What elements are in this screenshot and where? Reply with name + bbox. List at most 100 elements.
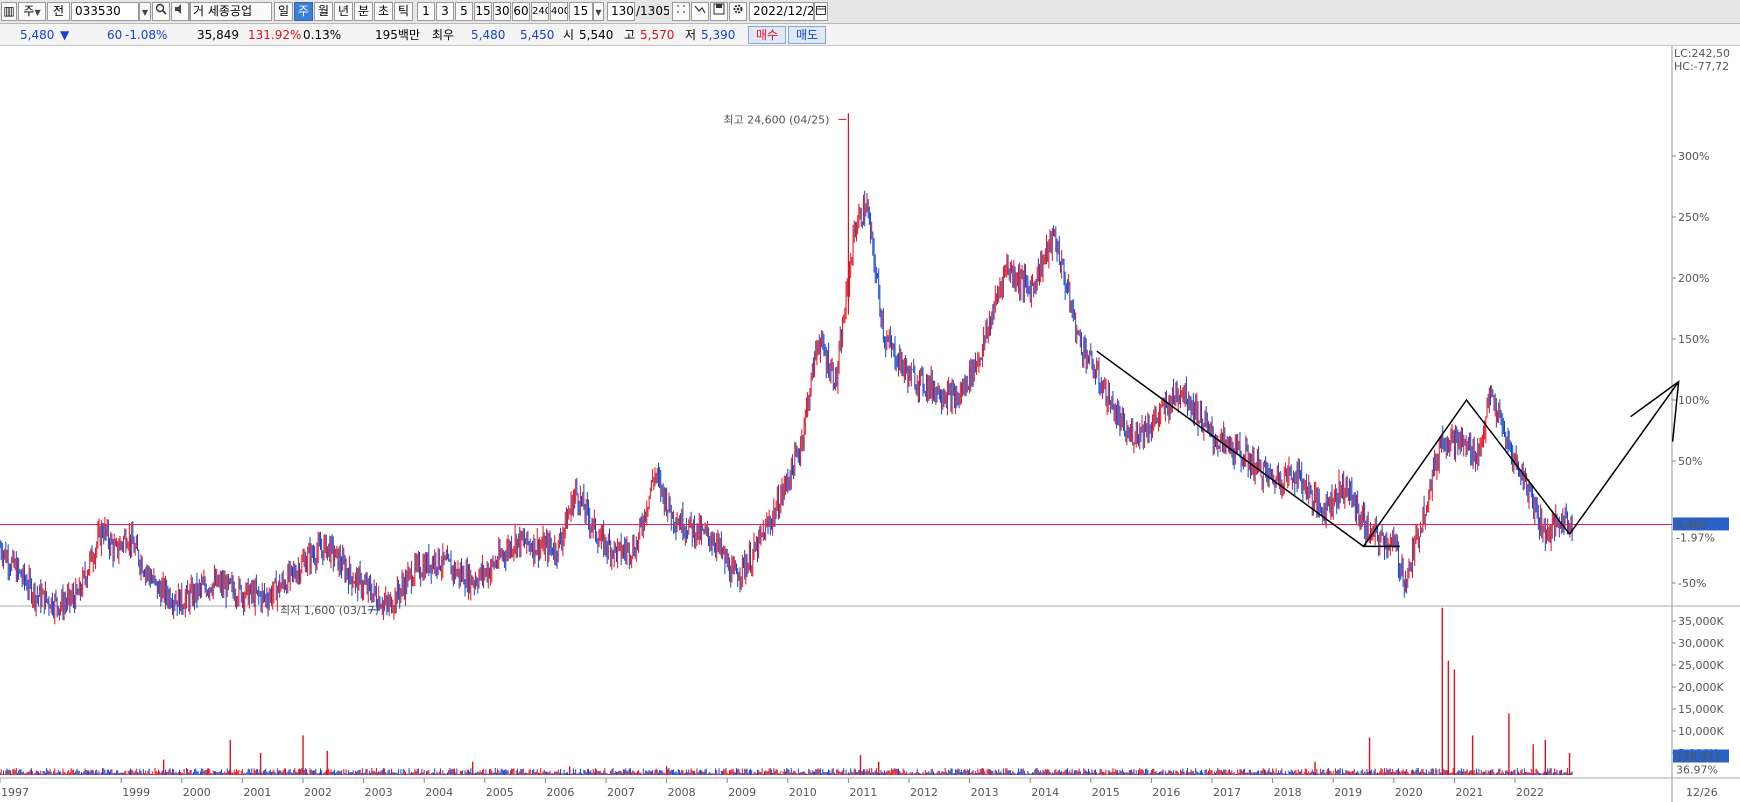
vol-tick-label: 10,000K	[1678, 725, 1724, 738]
y-tick-label: 200%	[1678, 272, 1709, 285]
x-tick-label: 2008	[668, 786, 696, 799]
current-price-tag	[1673, 517, 1729, 531]
bid-price: 5,450	[520, 28, 555, 42]
interval-3[interactable]: 3	[436, 2, 454, 21]
low-annotation: 최저 1,600 (03/17)	[280, 604, 379, 617]
x-tick-label: 2022	[1516, 786, 1544, 799]
hc-label: HC:-77,72	[1674, 60, 1729, 73]
vol-tick-label: 30,000K	[1678, 637, 1724, 650]
x-tick-label: 2021	[1455, 786, 1483, 799]
high-label: 고	[624, 28, 636, 42]
price-change: 60	[107, 28, 123, 42]
interval-5[interactable]: 5	[455, 2, 473, 21]
vol-tick-label: 35,000K	[1678, 615, 1724, 628]
save-button[interactable]	[710, 2, 728, 21]
y-tick-label: 100%	[1678, 394, 1709, 407]
volume-bars	[0, 607, 1573, 775]
bars-input[interactable]: 1305	[607, 2, 635, 21]
interval-1[interactable]: 1	[417, 2, 435, 21]
y-tick-label: -50%	[1678, 577, 1706, 590]
gear-icon	[733, 4, 743, 14]
y-tick-label: 50%	[1678, 455, 1702, 468]
period-minute[interactable]: 분	[354, 2, 373, 21]
layout-icon[interactable]: ▥	[1, 2, 17, 21]
stock-prefix: 거	[193, 4, 205, 18]
search-icon	[155, 3, 167, 15]
tab-mode[interactable]: 전	[47, 2, 70, 21]
x-tick-label: 2007	[607, 786, 635, 799]
chevron-down-icon: ▼	[595, 8, 602, 17]
stock-code-dropdown[interactable]: ▼	[139, 2, 151, 21]
interval-15[interactable]: 15	[474, 2, 492, 21]
x-tick-label: 1999	[122, 786, 150, 799]
period-week[interactable]: 주	[294, 2, 313, 21]
period-year[interactable]: 년	[334, 2, 353, 21]
x-tick-label: 2006	[546, 786, 574, 799]
chevron-down-icon: ▼	[141, 8, 149, 17]
chart-toolbar: ▥ 주▼ 전 033530 ▼ ▼ 거 세종공업 일 주 월 년 분 초 틱 1…	[0, 0, 1740, 24]
sound-button[interactable]	[171, 2, 189, 21]
count-dropdown[interactable]: ▼	[593, 2, 604, 21]
period-second[interactable]: 초	[374, 2, 393, 21]
high-price: 5,570	[640, 28, 675, 42]
interval-240[interactable]: 240	[531, 2, 549, 21]
stock-name-field[interactable]: 거 세종공업	[190, 2, 272, 21]
speaker-icon	[175, 4, 181, 14]
x-tick-label: 2004	[425, 786, 453, 799]
calendar-button[interactable]	[814, 2, 828, 21]
stock-code-value: 033530	[75, 4, 121, 18]
grid-button[interactable]	[672, 2, 690, 21]
x-end-label: 12/26	[1686, 786, 1718, 799]
sell-button[interactable]: 매도	[788, 26, 826, 44]
bars-value: 1305	[611, 4, 634, 18]
quote-info-bar: 5,480 ▼ 60 -1.08% 35,849 131.92% 0.13% 1…	[0, 24, 1740, 46]
vol-tick-label: 20,000K	[1678, 681, 1724, 694]
x-tick-label: 2016	[1152, 786, 1180, 799]
turnover-rate: 0.13%	[303, 28, 342, 42]
period-tick[interactable]: 틱	[394, 2, 413, 21]
open-price: 5,540	[579, 28, 614, 42]
count-input[interactable]: 15	[569, 2, 593, 21]
date-input[interactable]: 2022/12/2	[749, 2, 814, 21]
x-tick-label: 2005	[486, 786, 514, 799]
x-tick-label: 2018	[1274, 786, 1302, 799]
trend-button[interactable]	[691, 2, 709, 21]
save-icon	[713, 3, 725, 15]
price-chart[interactable]: 300% 250% 200% 150% 100% 50% -50% LC:242,50HC:-…	[0, 46, 1740, 802]
search-button[interactable]	[152, 2, 170, 21]
dots-icon	[676, 4, 686, 14]
x-tick-label: 2002	[304, 786, 332, 799]
vol-tick-label: 25,000K	[1678, 659, 1724, 672]
interval-30[interactable]: 30	[493, 2, 511, 21]
x-tick-label: 2010	[789, 786, 817, 799]
period-day[interactable]: 일	[274, 2, 293, 21]
volume-current-label: 138,911	[1676, 751, 1722, 764]
volume-current-pct: 36.97%	[1676, 764, 1718, 777]
priority-label: 최우	[432, 28, 455, 42]
x-tick-label: 1997	[1, 786, 29, 799]
ask-price: 5,480	[471, 28, 506, 42]
lc-label: LC:242,50	[1674, 47, 1730, 60]
current-price-label: 5,480	[1676, 518, 1708, 531]
volume-current-tag	[1673, 749, 1729, 763]
trend-line	[1096, 350, 1400, 548]
x-tick-label: 2019	[1334, 786, 1362, 799]
y-tick-label: 300%	[1678, 150, 1709, 163]
interval-60[interactable]: 60	[512, 2, 530, 21]
y-tick-label: 150%	[1678, 333, 1709, 346]
price-direction: ▼	[60, 28, 70, 42]
buy-button[interactable]: 매수	[748, 26, 786, 44]
x-tick-label: 2020	[1395, 786, 1423, 799]
stock-name: 세종공업	[207, 4, 253, 18]
trend-line	[1568, 381, 1680, 535]
low-price: 5,390	[701, 28, 736, 42]
settings-button[interactable]	[729, 2, 747, 21]
market-label: 주	[23, 4, 35, 18]
trend-icon	[694, 5, 706, 14]
stock-code-input[interactable]: 033530	[71, 2, 139, 21]
open-label: 시	[563, 28, 575, 42]
market-select[interactable]: 주▼	[18, 2, 46, 21]
x-tick-label: 2000	[183, 786, 211, 799]
period-month[interactable]: 월	[314, 2, 333, 21]
interval-400[interactable]: 400	[550, 2, 568, 21]
